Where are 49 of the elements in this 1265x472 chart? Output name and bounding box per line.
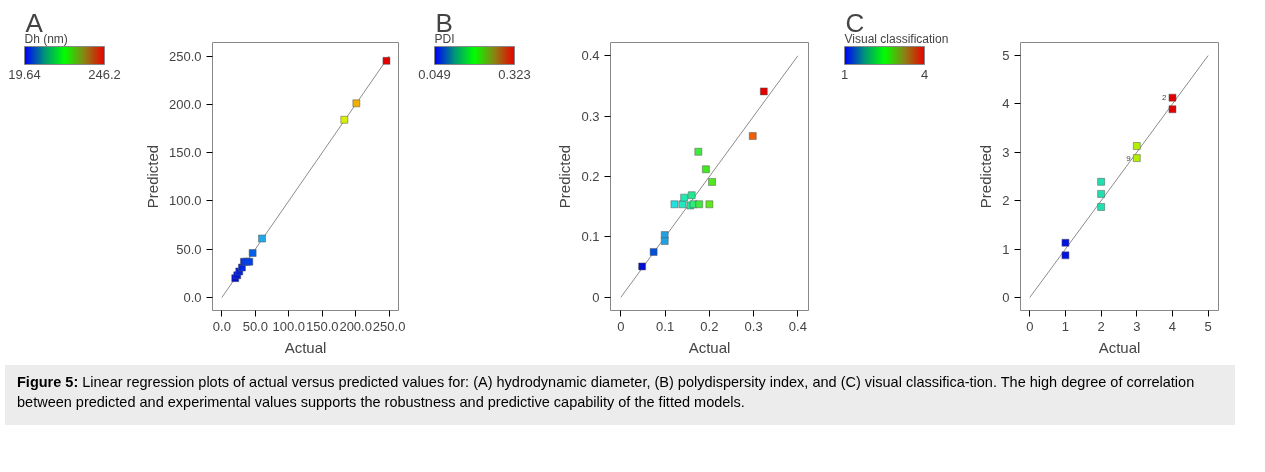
y-axis-title: Predicted [977, 144, 995, 209]
y-tick-label: 250.0 [168, 48, 202, 64]
x-tick-label: 250.0 [372, 318, 406, 334]
y-tick-label: 0 [592, 289, 600, 305]
x-tick-label: 100.0 [272, 318, 306, 334]
y-tick-label: 0.3 [581, 108, 600, 124]
x-tick-label: 2 [1097, 318, 1105, 334]
x-tick-label: 0.2 [700, 318, 719, 334]
color-bar-label: 0.323 [498, 66, 531, 82]
caption: Figure 5: [17, 374, 79, 390]
y-tick-label: 150.0 [168, 145, 202, 161]
x-tick-label: 0.0 [212, 318, 231, 334]
y-tick-label: 0.0 [183, 289, 202, 305]
y-tick-label: 0.2 [581, 169, 600, 184]
x-tick-label: 200.0 [339, 318, 372, 334]
x-axis-title: Actual [1098, 338, 1141, 356]
x-tick-label: 0 [617, 318, 625, 334]
x-tick-label: 0 [1026, 318, 1034, 334]
y-axis-title: Predicted [143, 144, 161, 209]
x-tick-label: 3 [1133, 318, 1141, 334]
x-tick-label: 1 [1061, 318, 1070, 334]
x-tick-label: 0.3 [744, 318, 763, 334]
annotation: 2 [1162, 93, 1168, 103]
color-bar-label: 0.049 [418, 66, 451, 82]
color-bar-label: 246.2 [88, 66, 121, 82]
color-bar-label: 1 [840, 66, 849, 82]
y-axis-title: Predicted [556, 144, 574, 209]
color-bar-label: 19.64 [8, 66, 41, 82]
x-tick-label: 5 [1204, 318, 1212, 334]
y-tick-label: 2 [1002, 193, 1010, 209]
x-tick-label: 50.0 [242, 318, 268, 334]
y-tick-label: 0 [1002, 289, 1010, 305]
y-tick-label: 1 [1002, 241, 1010, 257]
x-tick-label: 0.1 [656, 318, 675, 334]
y-tick-label: 0.4 [581, 48, 600, 64]
y-tick-label: 0.1 [581, 229, 600, 245]
y-tick-label: 100.0 [168, 193, 202, 209]
y-tick-label: 200.0 [168, 96, 202, 112]
x-tick-label: 150.0 [305, 318, 339, 334]
y-tick-label: 5 [1002, 48, 1010, 64]
y-tick-label: 4 [1002, 96, 1010, 112]
y-tick-label: 3 [1002, 144, 1010, 160]
x-tick-label: 0.4 [788, 318, 807, 334]
x-tick-label: 4 [1168, 318, 1177, 334]
color-bar-label: 4 [920, 66, 929, 82]
y-tick-label: 50.0 [176, 241, 202, 257]
x-axis-title: Actual [284, 338, 327, 356]
x-axis-title: Actual [688, 338, 731, 356]
annotation: 9 [1126, 153, 1132, 163]
